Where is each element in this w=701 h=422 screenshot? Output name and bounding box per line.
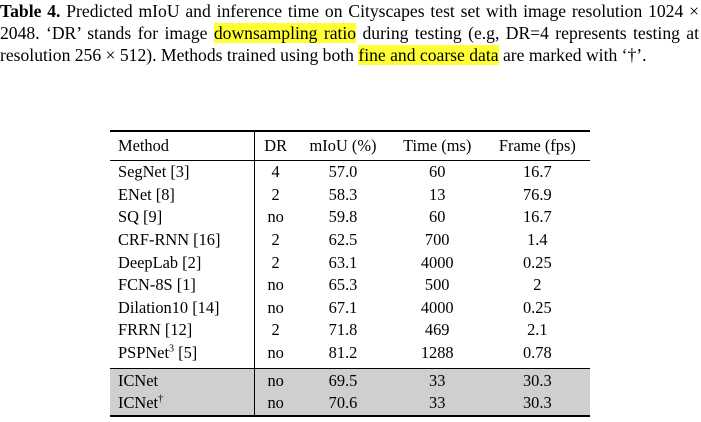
cell-frame: 16.7 <box>522 162 552 182</box>
cell-miou: 57.0 <box>328 162 358 182</box>
dagger-marker: † <box>158 393 164 405</box>
table-row: FCN-8S [1] no 65.3 500 2 <box>110 273 590 297</box>
table-row: SegNet [3] 4 57.0 60 16.7 <box>110 160 590 184</box>
cell-time: 60 <box>429 207 446 227</box>
cell-time: 33 <box>429 370 446 390</box>
spacer-row <box>110 364 590 369</box>
cell-dr: 2 <box>271 184 280 204</box>
cell-frame: 0.78 <box>522 343 552 363</box>
cell-dr: no <box>267 370 284 390</box>
table-caption: Table 4. Predicted mIoU and inference ti… <box>0 0 699 66</box>
cell-frame: 30.3 <box>522 393 552 413</box>
cell-method: SegNet [3] <box>110 160 255 184</box>
cell-miou: 69.5 <box>328 370 358 390</box>
cell-method: CRF-RNN [16] <box>110 228 255 252</box>
cell-miou: 71.8 <box>328 320 358 340</box>
header-method: Method <box>110 131 255 161</box>
table-row: Dilation10 [14] no 67.1 4000 0.25 <box>110 296 590 320</box>
cell-dr: 2 <box>271 252 280 272</box>
cell-frame: 2 <box>533 275 542 295</box>
cell-miou: 65.3 <box>328 275 358 295</box>
cell-frame: 2.1 <box>527 320 548 340</box>
results-table: Method DR mIoU (%) Time (ms) Frame (fps)… <box>110 130 590 417</box>
cell-method: Dilation10 [14] <box>110 296 255 320</box>
table-row: ICNet† no 70.6 33 30.3 <box>110 391 590 416</box>
caption-text-2: during testing (e.g, DR=4 represents tes… <box>0 23 699 65</box>
table-row: CRF-RNN [16] 2 62.5 700 1.4 <box>110 228 590 252</box>
cell-method: ICNet† <box>110 391 255 416</box>
cell-dr: no <box>267 343 284 363</box>
cell-time: 4000 <box>420 297 454 317</box>
header-miou: mIoU (%) <box>309 136 377 155</box>
caption-label: Table 4. <box>0 1 61 21</box>
cell-frame: 76.9 <box>522 184 552 204</box>
cell-miou: 67.1 <box>328 297 358 317</box>
cell-dr: no <box>267 207 284 227</box>
header-frame: Frame (fps) <box>498 136 576 155</box>
icnet-rows: ICNet no 69.5 33 30.3 ICNet† no 70.6 33 30.3 <box>110 368 590 416</box>
cell-time: 1288 <box>420 343 454 363</box>
cell-miou: 62.5 <box>328 230 358 250</box>
cell-dr: 4 <box>271 162 280 182</box>
cell-time: 700 <box>424 230 450 250</box>
table-row: SQ [9] no 59.8 60 16.7 <box>110 206 590 229</box>
cell-time: 33 <box>429 393 446 413</box>
table-row: PSPNet3 [5] no 81.2 1288 0.78 <box>110 341 590 365</box>
caption-text-3: are marked with ‘†’. <box>498 45 647 65</box>
cell-miou: 63.1 <box>328 252 358 272</box>
cell-method: FRRN [12] <box>110 319 255 342</box>
cell-frame: 0.25 <box>522 297 552 317</box>
cell-frame: 0.25 <box>522 252 552 272</box>
header-row: Method DR mIoU (%) Time (ms) Frame (fps) <box>110 131 590 161</box>
cell-frame: 16.7 <box>522 207 552 227</box>
footnote-marker: 3 <box>169 343 175 355</box>
cell-method: DeepLab [2] <box>110 251 255 274</box>
table-row: ICNet no 69.5 33 30.3 <box>110 368 590 392</box>
table-row: FRRN [12] 2 71.8 469 2.1 <box>110 319 590 342</box>
cell-miou: 59.8 <box>328 207 358 227</box>
cell-dr: no <box>267 297 284 317</box>
citation: [5] <box>174 343 198 363</box>
cell-frame: 1.4 <box>527 230 548 250</box>
cell-method: FCN-8S [1] <box>110 273 255 297</box>
cell-miou: 70.6 <box>328 393 358 413</box>
cell-time: 500 <box>424 275 450 295</box>
cell-method: SQ [9] <box>110 206 255 229</box>
table-row: DeepLab [2] 2 63.1 4000 0.25 <box>110 251 590 274</box>
cell-dr: 2 <box>271 320 280 340</box>
cell-frame: 30.3 <box>522 370 552 390</box>
cell-time: 13 <box>429 184 446 204</box>
cell-miou: 58.3 <box>328 184 358 204</box>
cell-method: ENet [8] <box>110 183 255 207</box>
cell-method: PSPNet3 [5] <box>110 341 255 365</box>
cell-time: 60 <box>429 162 446 182</box>
highlight-downsampling-ratio: downsampling ratio <box>213 23 357 43</box>
cell-dr: no <box>267 393 284 413</box>
cell-dr: 2 <box>271 230 280 250</box>
caption-text-1: Predicted mIoU and inference time on Cit… <box>0 1 699 43</box>
cell-time: 469 <box>424 320 450 340</box>
cell-miou: 81.2 <box>328 343 358 363</box>
cell-method: ICNet <box>110 368 255 392</box>
cell-dr: no <box>267 275 284 295</box>
baseline-rows: SegNet [3] 4 57.0 60 16.7 ENet [8] 2 58.3 13 76.9… <box>110 160 590 369</box>
table-row: ENet [8] 2 58.3 13 76.9 <box>110 183 590 207</box>
highlight-fine-coarse-data: fine and coarse data <box>358 45 499 65</box>
header-time: Time (ms) <box>403 136 472 155</box>
header-dr: DR <box>264 136 288 155</box>
cell-time: 4000 <box>420 252 454 272</box>
